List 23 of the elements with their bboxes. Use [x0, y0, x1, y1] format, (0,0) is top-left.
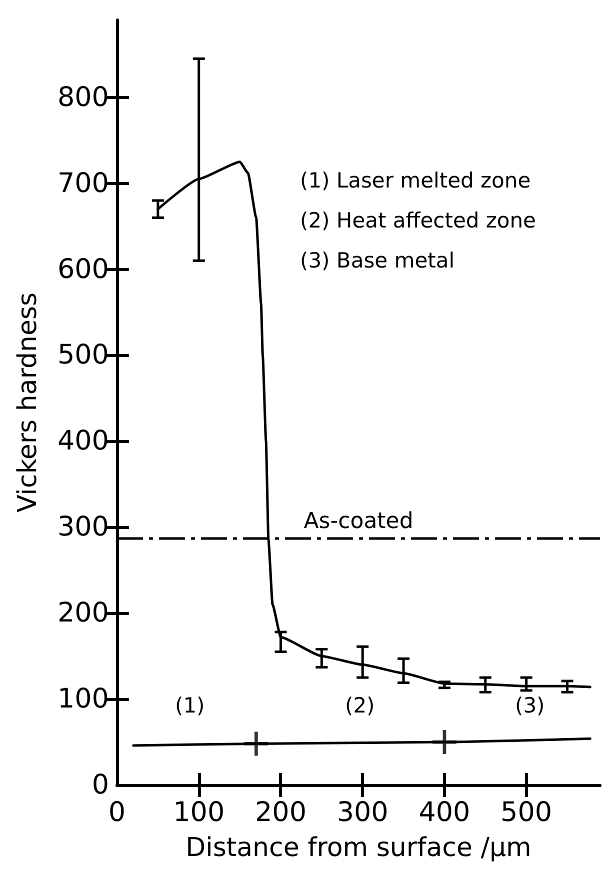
- y-tick-label: 200: [57, 598, 109, 629]
- x-tick-label: 300: [336, 797, 388, 828]
- ref-line-label: As-coated: [304, 508, 414, 534]
- annotation: (1) Laser melted zone: [300, 168, 531, 192]
- y-axis-title: Vickers hardness: [13, 292, 43, 513]
- y-tick-label: 700: [57, 168, 109, 199]
- annotation: (2) Heat affected zone: [300, 208, 536, 232]
- y-tick-label: 100: [57, 684, 109, 715]
- y-tick-label: 800: [57, 82, 109, 113]
- x-tick-label: 200: [254, 797, 306, 828]
- y-tick-label: 400: [57, 426, 109, 457]
- x-axis-title: Distance from surface /μm: [186, 833, 532, 863]
- y-tick-label: 600: [57, 254, 109, 285]
- x-tick-label: 400: [418, 797, 470, 828]
- x-tick-label: 100: [173, 797, 225, 828]
- y-tick-label: 500: [57, 340, 109, 371]
- y-tick-label: 0: [92, 770, 109, 800]
- annotation: (3): [515, 694, 545, 718]
- annotation: (1): [175, 694, 205, 718]
- annotation: (3) Base metal: [300, 248, 455, 272]
- annotation: (2): [345, 694, 375, 718]
- y-tick-label: 300: [57, 512, 109, 543]
- x-tick-label: 500: [500, 797, 552, 828]
